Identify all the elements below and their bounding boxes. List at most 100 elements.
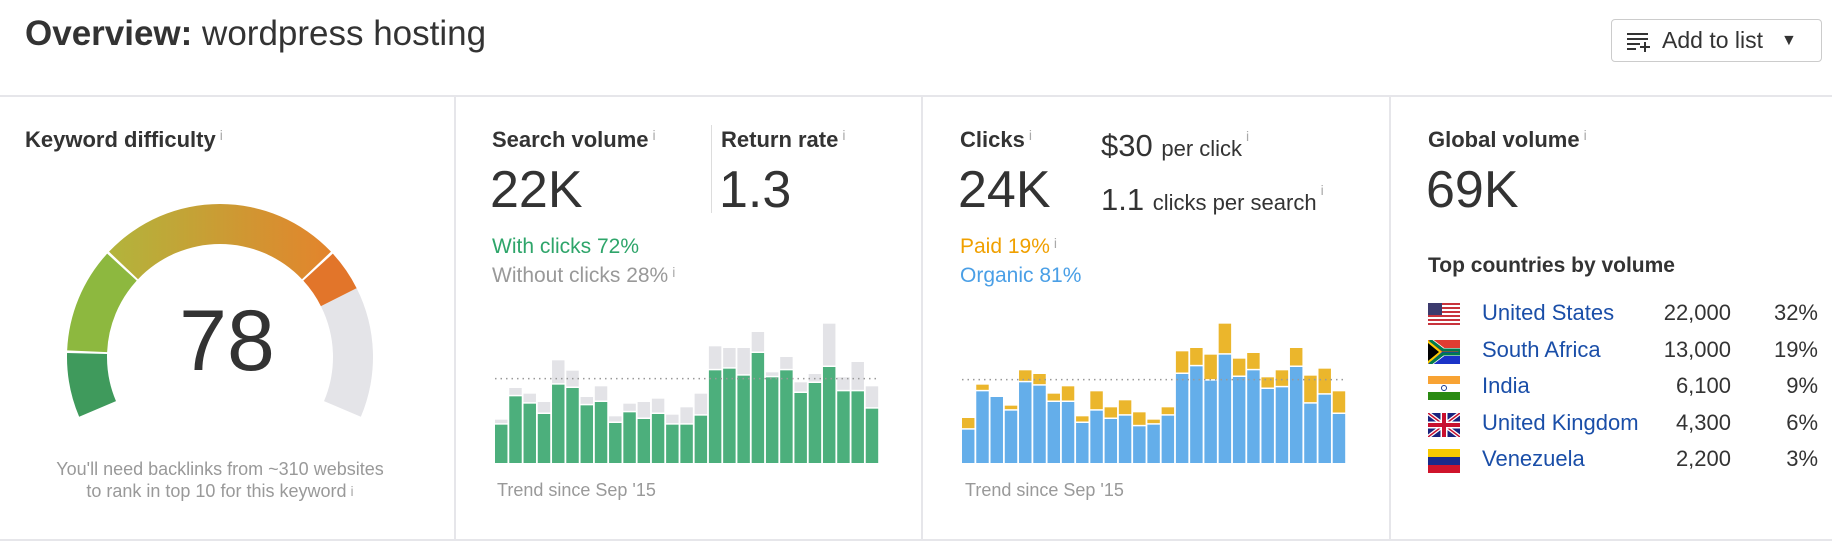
bar-segment-primary[interactable] xyxy=(1061,402,1075,463)
info-icon[interactable]: i xyxy=(1583,127,1587,143)
bar-segment-primary[interactable] xyxy=(523,403,536,463)
bar-segment-primary[interactable] xyxy=(609,423,622,463)
bar-segment-secondary[interactable] xyxy=(637,402,651,418)
bar-segment-primary[interactable] xyxy=(851,391,864,463)
country-link[interactable]: United Kingdom xyxy=(1482,409,1639,435)
bar-segment-primary[interactable] xyxy=(1090,410,1103,463)
country-link[interactable]: Venezuela xyxy=(1482,446,1585,471)
bar-segment-secondary[interactable] xyxy=(865,386,879,408)
bar-segment-secondary[interactable] xyxy=(822,323,836,366)
bar-segment-primary[interactable] xyxy=(837,391,850,463)
bar-segment-primary[interactable] xyxy=(1304,403,1317,463)
bar-segment-primary[interactable] xyxy=(1204,380,1217,463)
bar-segment-primary[interactable] xyxy=(962,429,975,463)
bar-segment-secondary[interactable] xyxy=(594,386,608,401)
info-icon[interactable]: i xyxy=(1053,235,1058,251)
country-link[interactable]: South Africa xyxy=(1482,336,1601,362)
bar-segment-primary[interactable] xyxy=(1318,394,1331,463)
bar-segment-primary[interactable] xyxy=(1076,423,1089,463)
bar-segment-primary[interactable] xyxy=(808,383,822,463)
bar-segment-secondary[interactable] xyxy=(523,393,536,403)
bar-segment-primary[interactable] xyxy=(976,391,989,463)
info-icon[interactable]: i xyxy=(1246,128,1250,144)
bar-segment-secondary[interactable] xyxy=(1204,354,1217,380)
bar-segment-secondary[interactable] xyxy=(765,372,779,376)
add-to-list-button[interactable]: Add to list ▼ xyxy=(1611,19,1822,62)
bar-segment-secondary[interactable] xyxy=(623,403,636,411)
bar-segment-primary[interactable] xyxy=(1289,367,1303,463)
bar-segment-primary[interactable] xyxy=(637,419,651,463)
info-icon[interactable]: i xyxy=(1320,182,1324,198)
bar-segment-secondary[interactable] xyxy=(794,382,807,392)
info-icon[interactable]: i xyxy=(672,264,676,280)
bar-segment-secondary[interactable] xyxy=(780,357,793,369)
bar-segment-secondary[interactable] xyxy=(1118,400,1132,415)
bar-segment-secondary[interactable] xyxy=(1019,370,1032,381)
bar-segment-secondary[interactable] xyxy=(552,360,565,384)
info-icon[interactable]: i xyxy=(350,483,354,499)
bar-segment-primary[interactable] xyxy=(1147,424,1160,463)
info-icon[interactable]: i xyxy=(219,127,223,143)
bar-segment-primary[interactable] xyxy=(495,424,508,463)
bar-segment-primary[interactable] xyxy=(822,367,836,463)
bar-segment-secondary[interactable] xyxy=(737,348,750,375)
bar-segment-primary[interactable] xyxy=(651,414,665,463)
bar-segment-primary[interactable] xyxy=(566,388,579,463)
bar-segment-secondary[interactable] xyxy=(509,388,522,395)
bar-segment-primary[interactable] xyxy=(765,377,779,463)
bar-segment-primary[interactable] xyxy=(1161,415,1175,463)
bar-segment-primary[interactable] xyxy=(1033,385,1046,463)
bar-segment-secondary[interactable] xyxy=(1175,351,1189,373)
bar-segment-primary[interactable] xyxy=(1104,419,1118,463)
bar-segment-secondary[interactable] xyxy=(851,362,864,390)
bar-segment-secondary[interactable] xyxy=(1104,407,1118,418)
bar-segment-primary[interactable] xyxy=(552,384,565,463)
bar-segment-primary[interactable] xyxy=(1175,374,1189,463)
bar-segment-secondary[interactable] xyxy=(1218,323,1232,354)
bar-segment-secondary[interactable] xyxy=(1147,419,1160,424)
bar-segment-primary[interactable] xyxy=(580,405,594,463)
bar-segment-primary[interactable] xyxy=(594,402,608,463)
info-icon[interactable]: i xyxy=(652,127,656,143)
bar-segment-secondary[interactable] xyxy=(1161,407,1175,415)
bar-segment-primary[interactable] xyxy=(751,353,765,463)
info-icon[interactable]: i xyxy=(842,127,846,143)
bar-segment-primary[interactable] xyxy=(1261,389,1274,463)
bar-segment-secondary[interactable] xyxy=(1318,368,1331,394)
bar-segment-secondary[interactable] xyxy=(1190,348,1203,365)
bar-segment-primary[interactable] xyxy=(737,375,750,463)
bar-segment-secondary[interactable] xyxy=(666,414,679,424)
bar-segment-primary[interactable] xyxy=(1019,382,1032,463)
bar-segment-primary[interactable] xyxy=(990,397,1003,463)
bar-segment-secondary[interactable] xyxy=(708,346,722,369)
bar-segment-secondary[interactable] xyxy=(537,402,551,413)
bar-segment-primary[interactable] xyxy=(780,370,793,463)
bar-segment-secondary[interactable] xyxy=(1133,412,1146,425)
bar-segment-secondary[interactable] xyxy=(1289,348,1303,366)
bar-segment-secondary[interactable] xyxy=(1275,370,1289,386)
bar-segment-secondary[interactable] xyxy=(962,418,975,429)
bar-segment-secondary[interactable] xyxy=(1232,358,1246,376)
bar-segment-secondary[interactable] xyxy=(694,393,708,415)
bar-segment-primary[interactable] xyxy=(623,412,636,463)
country-link[interactable]: United States xyxy=(1482,300,1615,325)
bar-segment-secondary[interactable] xyxy=(976,384,989,390)
bar-segment-primary[interactable] xyxy=(723,368,736,463)
bar-segment-secondary[interactable] xyxy=(1261,377,1274,388)
country-link[interactable]: India xyxy=(1482,373,1530,398)
bar-segment-secondary[interactable] xyxy=(495,419,508,424)
bar-segment-primary[interactable] xyxy=(1118,415,1132,463)
bar-segment-primary[interactable] xyxy=(865,408,879,463)
bar-segment-primary[interactable] xyxy=(666,424,679,463)
bar-segment-primary[interactable] xyxy=(1190,366,1203,463)
info-icon[interactable]: i xyxy=(1028,127,1032,143)
bar-segment-secondary[interactable] xyxy=(808,374,822,382)
bar-segment-primary[interactable] xyxy=(1232,377,1246,463)
bar-segment-secondary[interactable] xyxy=(1304,375,1317,403)
bar-segment-primary[interactable] xyxy=(1004,410,1018,463)
bar-segment-secondary[interactable] xyxy=(1090,391,1103,410)
bar-segment-secondary[interactable] xyxy=(723,348,736,368)
bar-segment-primary[interactable] xyxy=(794,393,807,463)
bar-segment-secondary[interactable] xyxy=(1247,353,1260,369)
bar-segment-primary[interactable] xyxy=(680,424,693,463)
